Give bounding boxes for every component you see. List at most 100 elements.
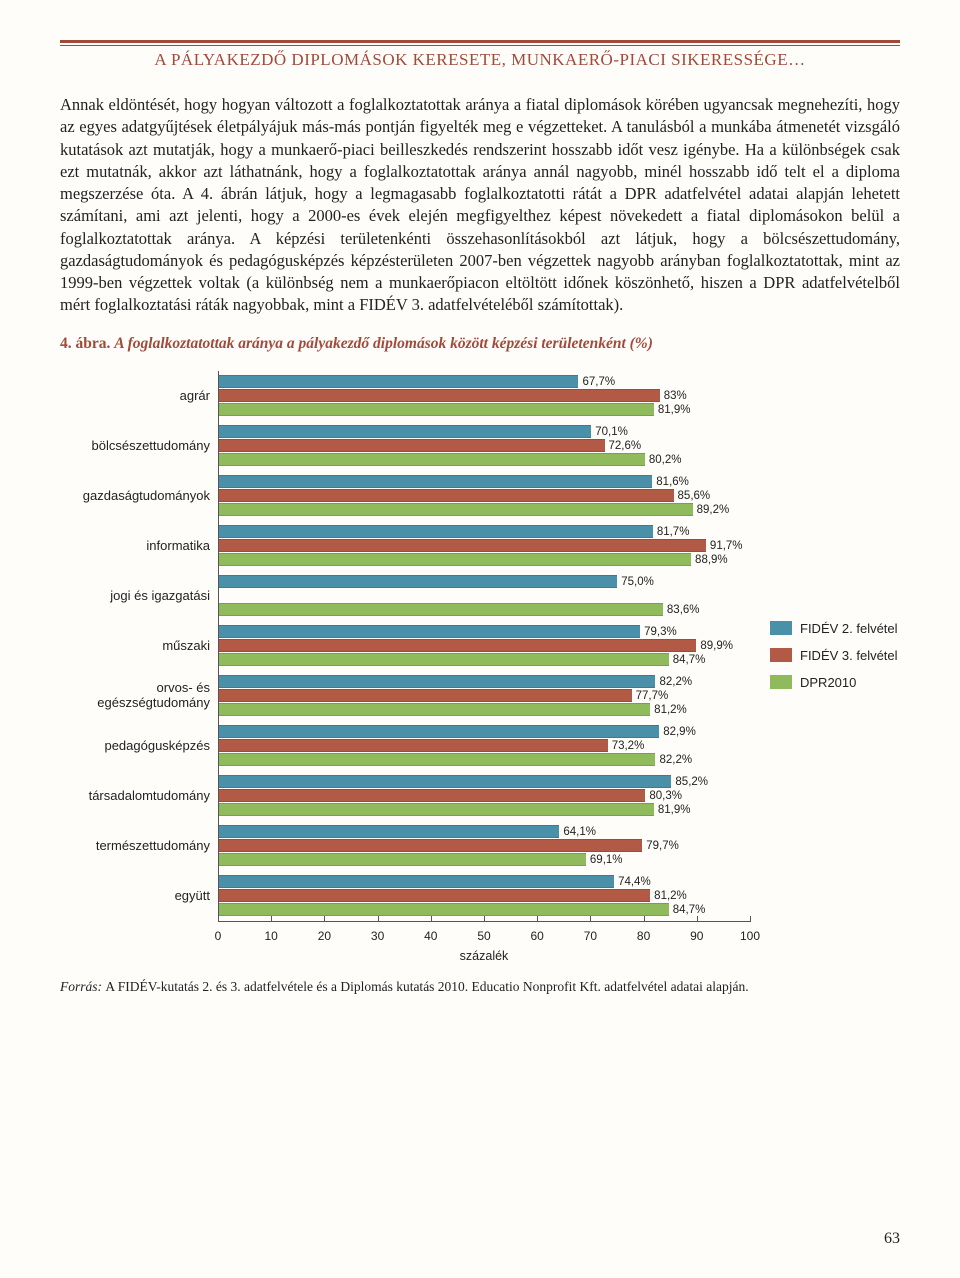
- bars-cell: 67,7%83%81,9%: [218, 371, 750, 421]
- bar: [219, 525, 653, 538]
- category-label: gazdaságtudományok: [60, 471, 218, 521]
- category-label: pedagógusképzés: [60, 721, 218, 771]
- bars-cell: 79,3%89,9%84,7%: [218, 621, 750, 671]
- bar-value-label: 72,6%: [609, 440, 642, 452]
- bar-line: 74,4%: [219, 875, 750, 889]
- bar-value-label: 85,2%: [675, 776, 708, 788]
- bar-value-label: 80,3%: [649, 790, 682, 802]
- bar: [219, 625, 640, 638]
- x-tick-label: 30: [371, 929, 384, 943]
- bar-line: 70,1%: [219, 425, 750, 439]
- x-tick: [697, 916, 698, 922]
- bar-value-label: 81,6%: [656, 476, 689, 488]
- category-label: agrár: [60, 371, 218, 421]
- x-tick-label: 0: [215, 929, 222, 943]
- bar-line: 88,9%: [219, 553, 750, 567]
- chart-row: bölcsészettudomány70,1%72,6% 80,2%: [60, 421, 750, 471]
- bars-cell: 82,2%77,7%81,2%: [218, 671, 750, 721]
- bar-value-label: 81,9%: [658, 404, 691, 416]
- x-tick: [590, 916, 591, 922]
- bar: [219, 703, 650, 716]
- legend-item: FIDÉV 3. felvétel: [770, 648, 900, 663]
- category-label: műszaki: [60, 621, 218, 671]
- category-label: bölcsészettudomány: [60, 421, 218, 471]
- legend-label: DPR2010: [800, 675, 856, 690]
- bar-line: 81,2%: [219, 889, 750, 903]
- category-label: természettudomány: [60, 821, 218, 871]
- bars-cell: 81,7%91,7%88,9%: [218, 521, 750, 571]
- x-tick-label: 80: [637, 929, 650, 943]
- bar-line: 81,6%: [219, 475, 750, 489]
- category-label: informatika: [60, 521, 218, 571]
- bar-value-label: 89,2%: [697, 504, 730, 516]
- bar: [219, 803, 654, 816]
- bar: [219, 903, 669, 916]
- bar-value-label: 81,2%: [654, 704, 687, 716]
- x-tick: [484, 916, 485, 922]
- chart-row: társadalomtudomány85,2%80,3%81,9%: [60, 771, 750, 821]
- bar: [219, 889, 650, 902]
- x-axis-title: százalék: [218, 949, 750, 963]
- bar-line: 73,2%: [219, 739, 750, 753]
- bar-value-label: 77,7%: [636, 690, 669, 702]
- chart-row: informatika81,7%91,7%88,9%: [60, 521, 750, 571]
- bar-line: 83%: [219, 389, 750, 403]
- bar: [219, 603, 663, 616]
- x-axis: [60, 921, 750, 929]
- bar-value-label: 81,2%: [654, 890, 687, 902]
- legend-item: DPR2010: [770, 675, 900, 690]
- bars-cell: 75,0% 83,6%: [218, 571, 750, 621]
- bar-line: 64,1%: [219, 825, 750, 839]
- legend: FIDÉV 2. felvétel FIDÉV 3. felvétel DPR201…: [770, 621, 900, 702]
- bar-line: 69,1%: [219, 853, 750, 867]
- figure-title: A foglalkoztatottak aránya a pályakezdő …: [114, 335, 653, 352]
- bar: [219, 425, 591, 438]
- bar-value-label: 80,2%: [649, 454, 682, 466]
- chart-row: jogi és igazgatási75,0%83,6%: [60, 571, 750, 621]
- bar: [219, 853, 586, 866]
- bars-cell: 74,4%81,2%84,7%: [218, 871, 750, 921]
- bar: [219, 403, 654, 416]
- bar-value-label: 73,2%: [612, 740, 645, 752]
- chart-row: pedagógusképzés82,9%73,2% 82,2%: [60, 721, 750, 771]
- bar-line: 84,7%: [219, 653, 750, 667]
- bar: [219, 675, 655, 688]
- bar-line: 82,9%: [219, 725, 750, 739]
- x-tick: [750, 916, 751, 922]
- bar-value-label: 75,0%: [621, 576, 654, 588]
- bar: [219, 639, 696, 652]
- x-tick-label: 50: [477, 929, 490, 943]
- legend-label: FIDÉV 2. felvétel: [800, 621, 898, 636]
- x-tick: [218, 916, 219, 922]
- bar: [219, 575, 617, 588]
- bar-line: 77,7%: [219, 689, 750, 703]
- bar-value-label: 82,2%: [659, 754, 692, 766]
- x-tick-label: 60: [531, 929, 544, 943]
- x-tick-labels: 0102030405060708090100: [60, 929, 750, 947]
- bar: [219, 539, 706, 552]
- x-tick-label: 70: [584, 929, 597, 943]
- bar-line: 89,2%: [219, 503, 750, 517]
- x-tick: [271, 916, 272, 922]
- bar-line: 81,7%: [219, 525, 750, 539]
- header-rule: [60, 40, 900, 43]
- bar-line: 81,2%: [219, 703, 750, 717]
- category-label: orvos- és egészségtudomány: [60, 671, 218, 721]
- bar-line: [219, 589, 750, 603]
- x-tick: [324, 916, 325, 922]
- bar-line: 80,2%: [219, 453, 750, 467]
- bar-line: 75,0%: [219, 575, 750, 589]
- bar-line: 89,9%: [219, 639, 750, 653]
- bar: [219, 553, 691, 566]
- bar-line: 80,3%: [219, 789, 750, 803]
- bar: [219, 875, 614, 888]
- bar-value-label: 79,3%: [644, 626, 677, 638]
- legend-swatch: [770, 648, 792, 662]
- body-paragraph: Annak eldöntését, hogy hogyan változott …: [60, 94, 900, 317]
- bar-value-label: 83,6%: [667, 604, 700, 616]
- category-label: társadalomtudomány: [60, 771, 218, 821]
- bar: [219, 453, 645, 466]
- bar: [219, 689, 632, 702]
- x-tick-label: 10: [265, 929, 278, 943]
- bars-cell: 70,1%72,6% 80,2%: [218, 421, 750, 471]
